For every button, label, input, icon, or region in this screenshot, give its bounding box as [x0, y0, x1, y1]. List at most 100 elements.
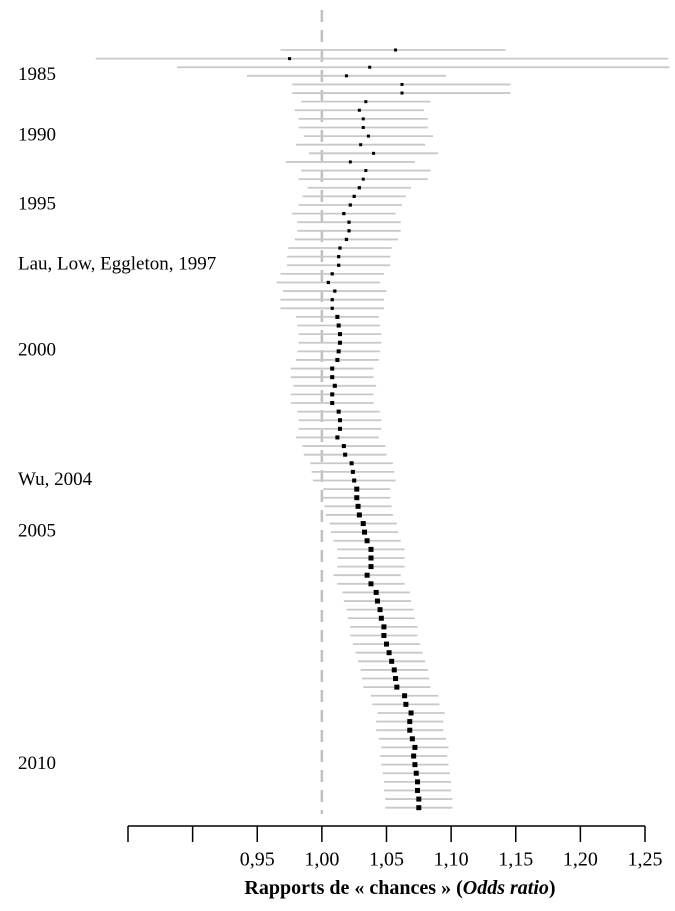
x-title-part: Rapports de « chances » (	[244, 877, 463, 899]
point-estimate	[372, 151, 376, 155]
point-estimate	[394, 684, 400, 690]
point-estimate	[408, 710, 414, 716]
point-estimate	[368, 555, 374, 561]
point-estimate	[336, 349, 341, 354]
row-label: 2005	[18, 521, 56, 542]
point-estimate	[389, 658, 395, 664]
point-estimate	[374, 598, 380, 604]
point-estimate	[332, 383, 337, 388]
point-estimate	[402, 693, 408, 699]
point-estimate	[336, 323, 341, 328]
point-estimate	[409, 736, 415, 742]
point-estimate	[326, 280, 330, 285]
point-estimate	[393, 676, 399, 682]
x-tick-label: 1,25	[628, 849, 663, 871]
point-estimate	[412, 762, 418, 768]
point-estimate	[416, 796, 422, 802]
row-label: 1990	[18, 124, 56, 145]
point-estimate	[354, 486, 360, 492]
row-label: Lau, Low, Eggleton, 1997	[18, 254, 216, 275]
x-title-part: Odds ratio	[463, 877, 549, 899]
point-estimate	[349, 461, 354, 466]
point-estimate	[344, 237, 349, 242]
point-estimate	[337, 340, 343, 345]
point-estimate	[348, 203, 352, 207]
point-estimate	[411, 753, 417, 759]
x-tick-label: 0,95	[240, 849, 275, 871]
point-estimate	[368, 546, 374, 552]
point-estimate	[364, 100, 368, 104]
point-estimate	[361, 125, 365, 129]
point-estimate	[342, 211, 346, 216]
point-estimate	[335, 357, 340, 362]
point-estimate	[335, 314, 340, 319]
point-estimate	[386, 650, 392, 656]
point-estimate	[412, 744, 418, 750]
point-estimate	[337, 426, 343, 431]
point-estimate	[366, 134, 370, 138]
row-label: Wu, 2004	[18, 469, 93, 490]
point-estimate	[361, 117, 365, 121]
point-estimate	[413, 770, 419, 776]
point-estimate	[330, 272, 334, 276]
point-estimate	[416, 805, 422, 811]
point-estimate	[356, 512, 362, 518]
point-estimate	[336, 409, 341, 414]
point-estimate	[381, 624, 387, 630]
point-estimate	[347, 220, 351, 224]
point-estimate	[348, 160, 352, 164]
point-estimate	[330, 366, 335, 371]
point-estimate	[330, 375, 335, 380]
point-estimate	[357, 186, 361, 190]
point-estimate	[368, 581, 374, 587]
point-estimate	[368, 564, 374, 570]
point-estimate	[337, 263, 341, 267]
x-tick-label: 1,05	[369, 849, 404, 871]
point-estimate	[354, 495, 360, 501]
point-estimate	[403, 701, 409, 707]
point-estimate	[378, 615, 384, 621]
point-estimate	[415, 779, 421, 785]
point-estimate	[359, 143, 363, 147]
point-estimate	[355, 503, 361, 509]
point-estimate	[360, 521, 366, 527]
point-estimate	[330, 400, 335, 406]
point-estimate	[407, 727, 413, 733]
point-estimate	[364, 572, 370, 578]
row-label: 1995	[18, 193, 56, 214]
point-estimate	[288, 57, 292, 61]
x-tick-label: 1,00	[304, 849, 339, 871]
point-estimate	[384, 641, 389, 647]
point-estimate	[330, 306, 334, 310]
point-estimate	[368, 65, 372, 69]
point-estimate	[364, 538, 370, 544]
point-estimate	[338, 246, 342, 250]
x-title-part: )	[549, 877, 556, 899]
point-estimate	[350, 469, 355, 474]
point-estimate	[337, 418, 343, 423]
point-estimate	[337, 255, 341, 259]
point-estimate	[357, 108, 361, 112]
point-estimate	[352, 478, 357, 483]
row-label: 1985	[18, 64, 56, 85]
x-tick-label: 1,10	[434, 849, 469, 871]
row-label: 2000	[18, 340, 56, 361]
point-estimate	[330, 392, 335, 397]
point-estimate	[335, 435, 340, 440]
point-estimate	[362, 529, 368, 535]
point-estimate	[344, 74, 348, 78]
x-tick-label: 1,15	[498, 849, 533, 871]
point-estimate	[391, 667, 397, 673]
point-estimate	[347, 229, 351, 233]
point-estimate	[333, 289, 337, 293]
point-estimate	[341, 444, 346, 449]
point-estimate	[343, 452, 348, 457]
point-estimate	[415, 787, 421, 793]
point-estimate	[400, 91, 404, 95]
point-estimate	[364, 169, 368, 173]
point-estimate	[373, 589, 379, 595]
point-estimate	[407, 719, 413, 725]
point-estimate	[381, 632, 387, 638]
point-estimate	[330, 298, 334, 302]
